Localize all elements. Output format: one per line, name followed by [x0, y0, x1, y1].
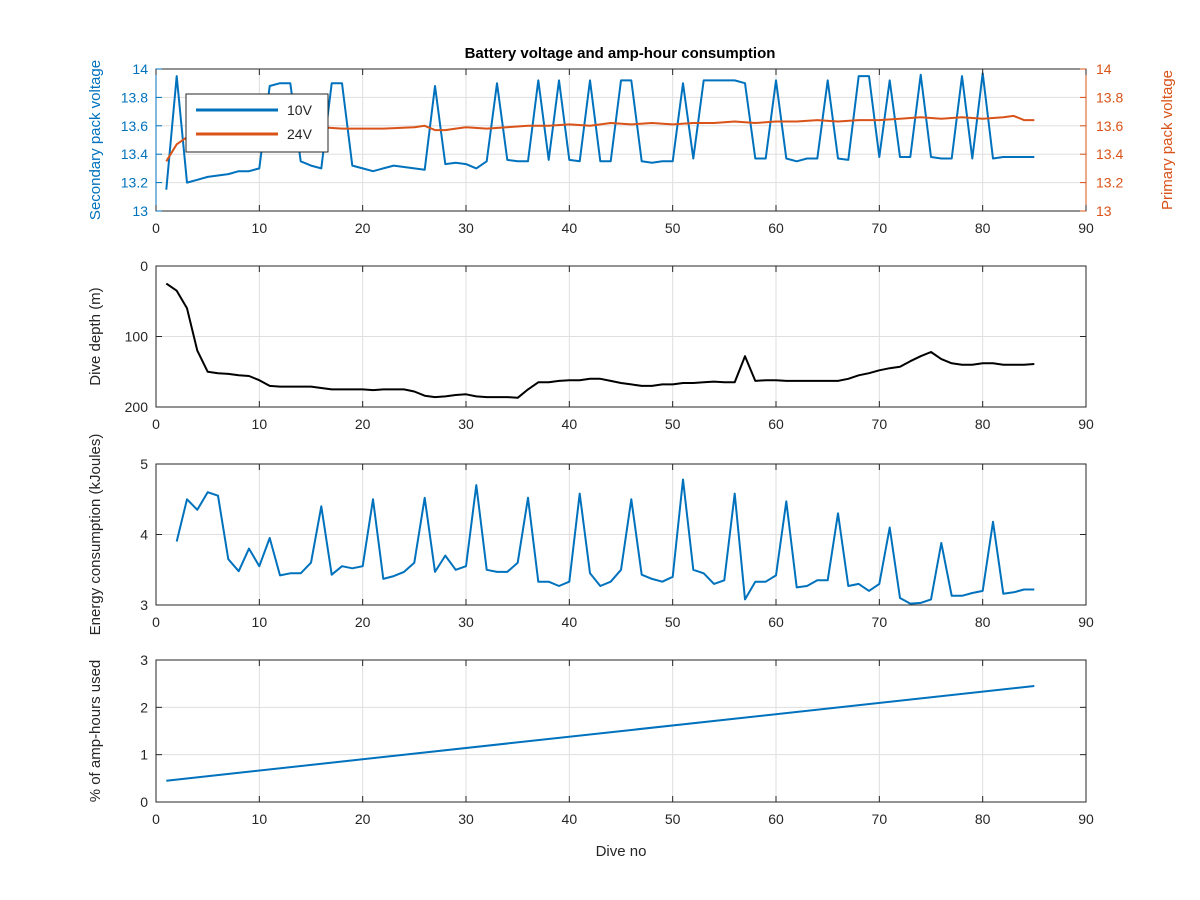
subplots: 0 10 20 30 40 50 60 70 80 901313.213.413.613.8141… [87, 60, 1176, 860]
y-tick-label: 3 [140, 597, 148, 613]
x-tick-label: 60 [768, 416, 784, 432]
x-tick-label: 60 [768, 614, 784, 630]
y-tick-label: 4 [140, 527, 148, 543]
y-right-tick-label: 13 [1096, 203, 1112, 219]
x-tick-label: 80 [975, 220, 991, 236]
legend-box [185, 93, 329, 153]
x-tick-label: 90 [1078, 614, 1094, 630]
x-tick-label: 60 [768, 811, 784, 827]
x-tick-label: 80 [975, 614, 991, 630]
x-tick-label: 90 [1078, 220, 1094, 236]
x-tick-label: 50 [665, 614, 681, 630]
subplot-3: 0 10 20 30 40 50 60 70 80 90 3 4 5 Energy consumption… [87, 434, 1094, 636]
series-line [166, 685, 1035, 782]
x-tick-label: 10 [252, 220, 268, 236]
y-tick-label: 0 [140, 794, 148, 810]
x-tick-label: 70 [872, 416, 888, 432]
x-tick-label: 70 [872, 614, 888, 630]
x-tick-label: 70 [872, 811, 888, 827]
subplot-4: 0 10 20 30 40 50 60 70 80 90 0 1 2 3 % of amp-hours us… [87, 652, 1094, 860]
x-tick-label: 10 [252, 416, 268, 432]
y-axis-label-right: Primary pack voltage [1159, 70, 1176, 210]
legend: 10V 24V [185, 93, 329, 153]
x-tick-label: 0 [152, 614, 160, 630]
x-tick-label: 40 [562, 220, 578, 236]
x-tick-label: 80 [975, 416, 991, 432]
chart-title: Battery voltage and amp-hour consumption [465, 45, 776, 62]
y-tick-label: 5 [140, 456, 148, 472]
x-tick-label: 0 [152, 416, 160, 432]
x-tick-label: 30 [458, 416, 474, 432]
x-tick-label: 80 [975, 811, 991, 827]
x-tick-label: 90 [1078, 811, 1094, 827]
x-tick-label: 50 [665, 811, 681, 827]
x-tick-label: 90 [1078, 416, 1094, 432]
legend-label-24v: 24V [287, 126, 313, 142]
y-tick-label: 13.4 [121, 146, 148, 162]
series-line [175, 478, 1035, 605]
x-tick-label: 10 [252, 811, 268, 827]
series-10v-line [165, 72, 1035, 190]
x-tick-label: 30 [458, 811, 474, 827]
x-tick-label: 20 [355, 811, 371, 827]
x-tick-label: 70 [872, 220, 888, 236]
x-axis-label: Dive no [596, 843, 647, 860]
y-tick-label: 3 [140, 652, 148, 668]
y-axis-label: Dive depth (m) [87, 287, 104, 385]
x-tick-label: 30 [458, 614, 474, 630]
x-tick-label: 40 [562, 614, 578, 630]
x-tick-label: 50 [665, 416, 681, 432]
y-tick-label: 13.6 [121, 118, 148, 134]
y-tick-label: 1 [140, 747, 148, 763]
y-tick-label: 2 [140, 699, 148, 715]
y-tick-label: 0 [140, 258, 148, 274]
y-tick-label: 200 [125, 399, 149, 415]
x-tick-label: 10 [252, 614, 268, 630]
x-tick-label: 20 [355, 614, 371, 630]
axes-box [155, 659, 1087, 803]
y-right-tick-label: 13.8 [1096, 89, 1123, 105]
y-tick-label: 13.8 [121, 89, 148, 105]
legend-label-10v: 10V [287, 102, 313, 118]
x-tick-label: 60 [768, 220, 784, 236]
x-tick-label: 40 [562, 416, 578, 432]
x-tick-label: 20 [355, 220, 371, 236]
y-right-tick-label: 13.4 [1096, 146, 1123, 162]
x-tick-label: 0 [152, 220, 160, 236]
y-right-tick-label: 14 [1096, 61, 1112, 77]
y-tick-label: 13 [132, 203, 148, 219]
subplot-1: 0 10 20 30 40 50 60 70 80 901313.213.413.613.8141… [87, 60, 1176, 236]
y-axis-label: Energy consumption (kJoules) [87, 434, 104, 636]
y-right-tick-label: 13.6 [1096, 118, 1123, 134]
y-axis-label: Secondary pack voltage [87, 60, 104, 220]
x-tick-label: 20 [355, 416, 371, 432]
y-right-tick-label: 13.2 [1096, 175, 1123, 191]
y-tick-label: 13.2 [121, 175, 148, 191]
subplot-2: 0 10 20 30 40 50 60 70 80 90 0 100 200 Dive depth (m) [87, 258, 1094, 432]
x-tick-label: 40 [562, 811, 578, 827]
y-tick-label: 100 [125, 329, 149, 345]
x-tick-label: 30 [458, 220, 474, 236]
y-tick-label: 14 [132, 61, 148, 77]
x-tick-label: 50 [665, 220, 681, 236]
x-tick-label: 0 [152, 811, 160, 827]
y-axis-label: % of amp-hours used [87, 660, 104, 803]
series-line [165, 282, 1035, 399]
